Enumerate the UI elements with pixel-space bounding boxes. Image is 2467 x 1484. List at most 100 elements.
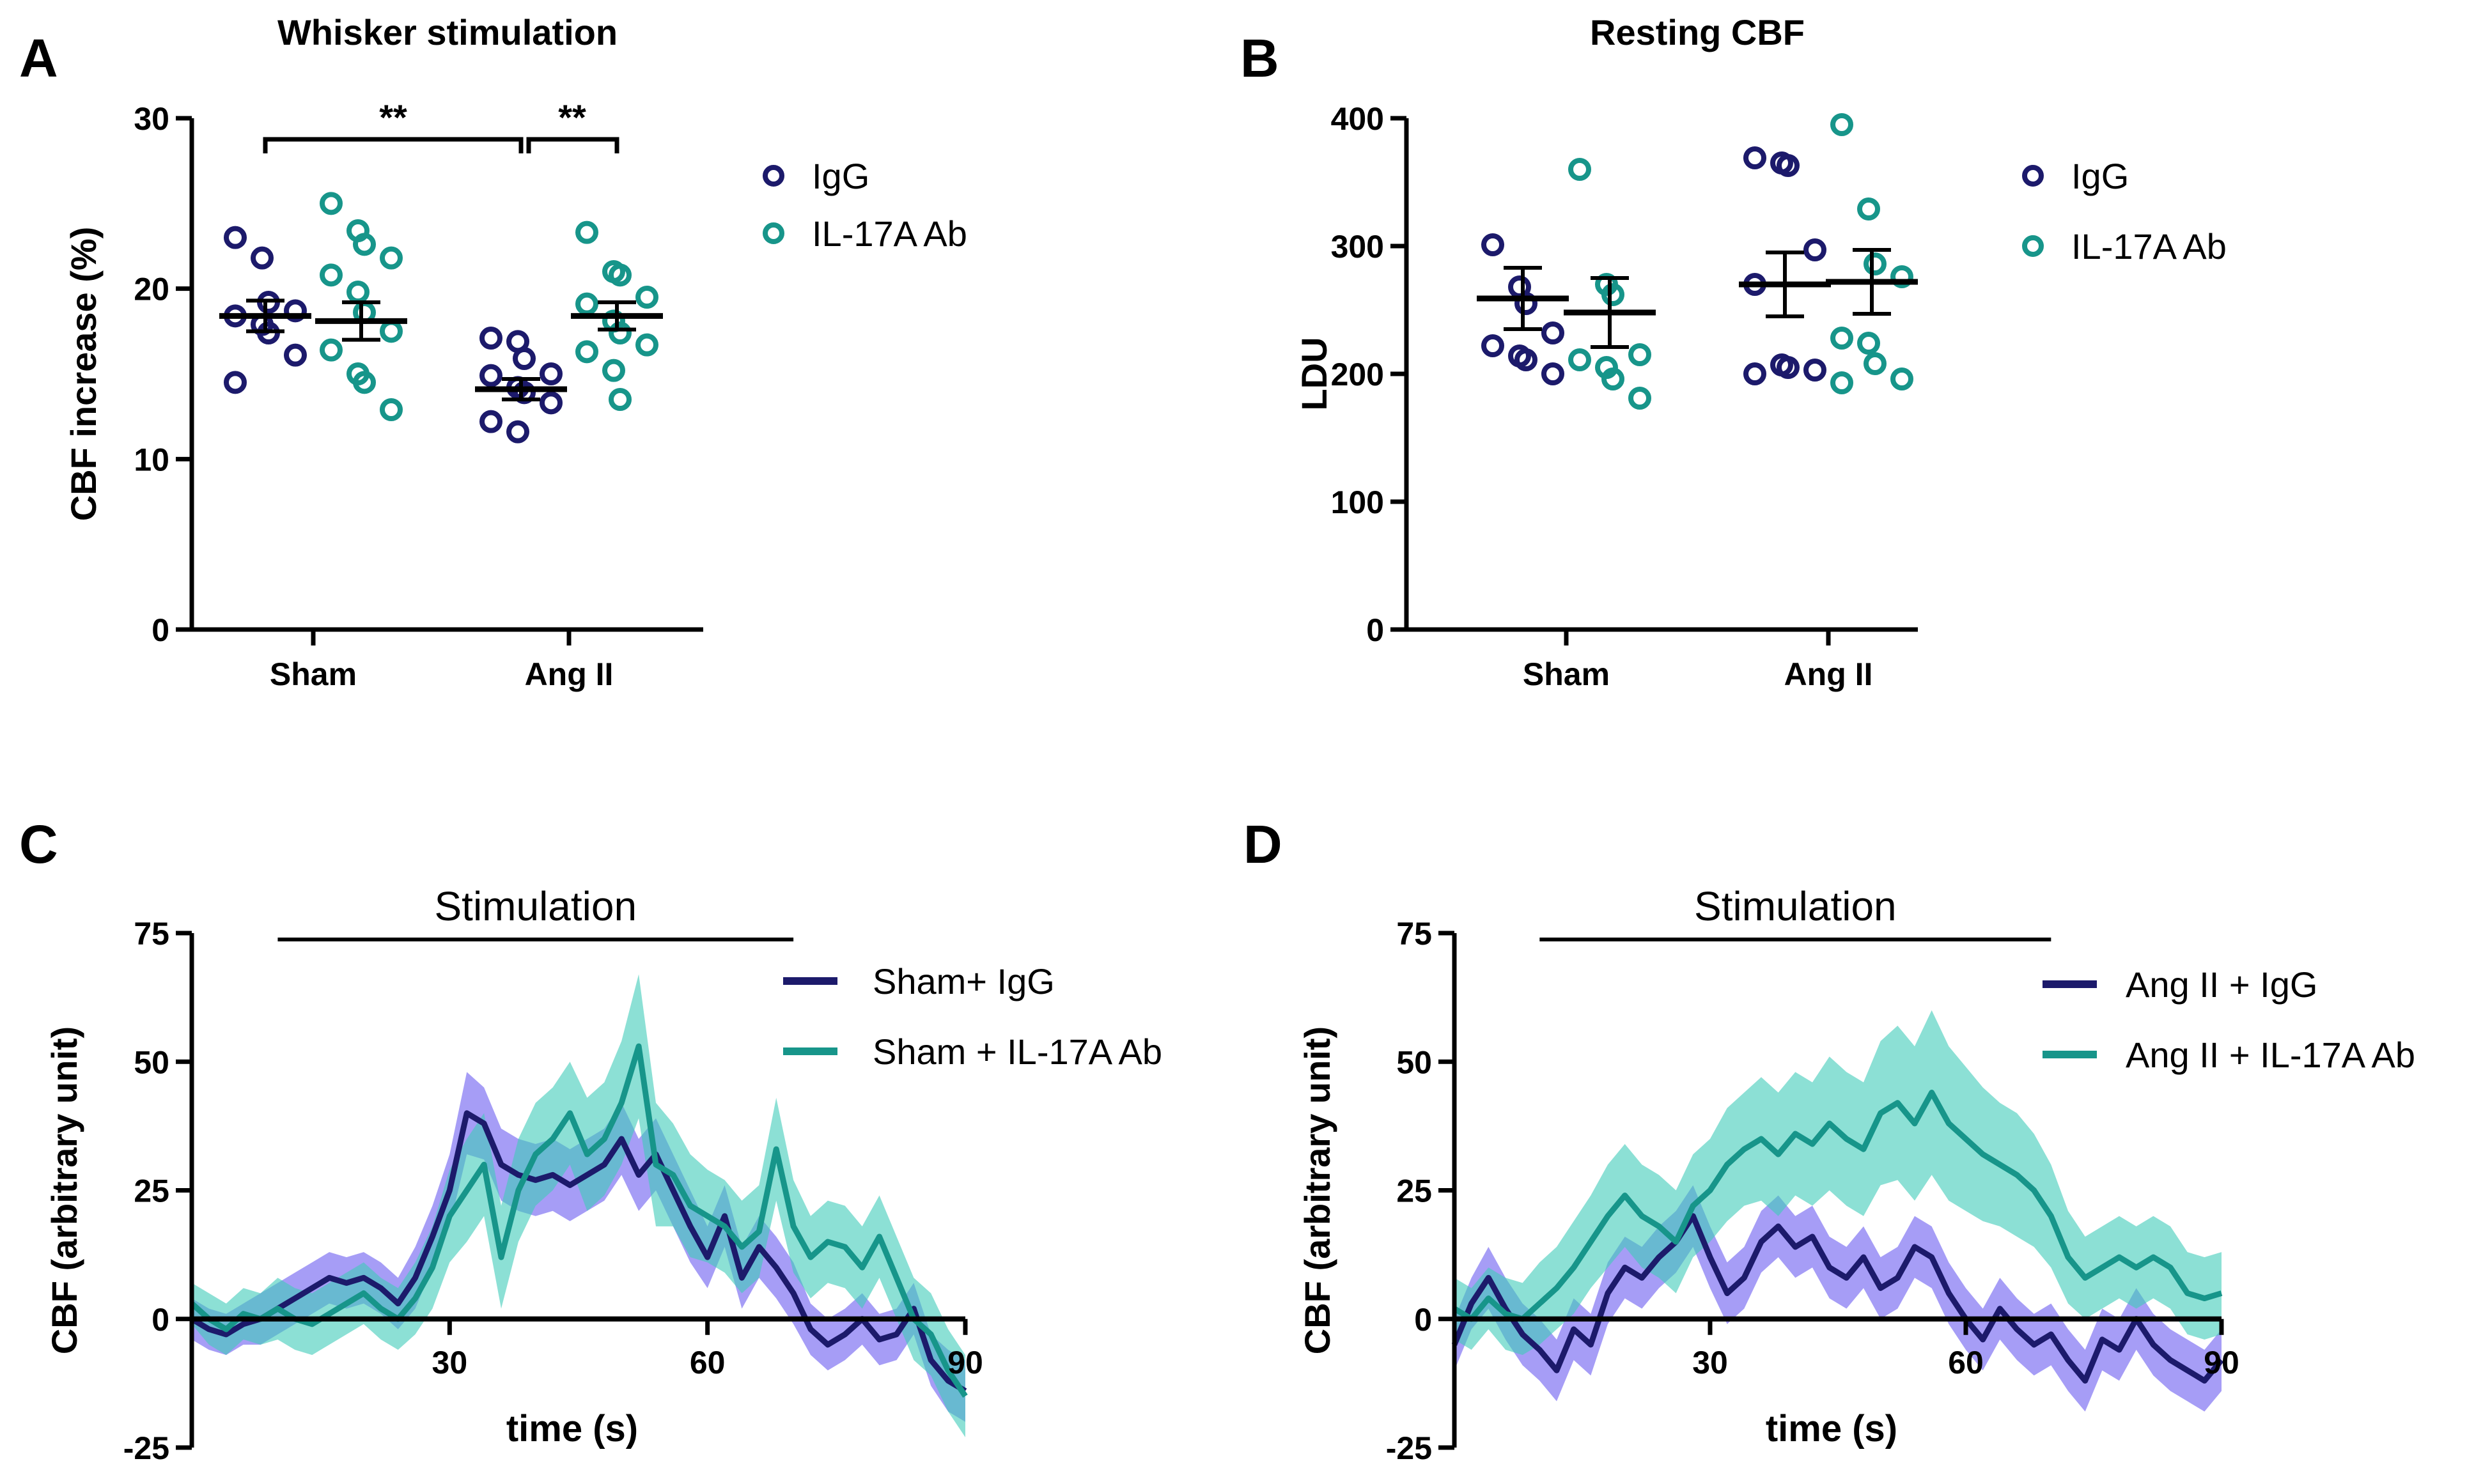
data-point-il17a — [346, 281, 370, 304]
data-point-igg — [1514, 348, 1537, 371]
x-axis-label: time (s) — [1766, 1408, 1897, 1449]
x-tick-label: 90 — [947, 1345, 983, 1380]
series-line-il17a — [1452, 1090, 2223, 1322]
data-point-igg — [479, 327, 502, 350]
data-point-il17a — [1568, 348, 1591, 371]
legend-label: Sham + IL-17A Ab — [873, 1032, 1162, 1072]
data-point-il17a — [380, 398, 403, 421]
panel-label: C — [19, 814, 58, 874]
panel-label: A — [19, 28, 58, 88]
data-point-igg — [224, 371, 247, 394]
legend-label: IgG — [812, 156, 869, 196]
legend-label: IL-17A Ab — [2071, 226, 2227, 267]
y-tick-label: -25 — [123, 1430, 169, 1466]
data-point-il17a — [320, 263, 343, 287]
legend-label: IgG — [2071, 156, 2129, 196]
data-point-il17a — [575, 220, 598, 244]
data-point-igg — [251, 246, 274, 270]
legend-marker — [2022, 165, 2044, 187]
data-point-il17a — [1864, 252, 1887, 275]
stimulation-label: Stimulation — [1694, 883, 1897, 929]
panel-label: B — [1240, 28, 1279, 88]
y-tick-label: 200 — [1331, 357, 1384, 392]
significance-label: ** — [558, 97, 586, 137]
data-point-igg — [1541, 362, 1564, 385]
data-point-igg — [479, 364, 502, 387]
significance-bracket — [263, 137, 524, 153]
data-point-il17a — [353, 371, 376, 394]
legend-label: Sham+ IgG — [873, 961, 1055, 1001]
data-point-il17a — [1601, 367, 1624, 390]
y-tick-label: 10 — [134, 442, 169, 477]
y-tick-label: 300 — [1331, 229, 1384, 265]
panel-c: C -25 0 25 50 75 30 60 90 time (s) CBF (arbitrary … — [19, 814, 1162, 1466]
y-tick-label: 0 — [1414, 1302, 1432, 1338]
legend-label: IL-17A Ab — [812, 213, 967, 254]
legend-marker — [763, 222, 784, 244]
data-point-il17a — [353, 233, 376, 256]
data-point-igg — [540, 391, 563, 415]
legend-marker — [2022, 235, 2044, 257]
x-tick-label: Sham — [1523, 656, 1610, 692]
data-point-il17a — [380, 320, 403, 343]
data-point-il17a — [320, 338, 343, 362]
data-point-il17a — [1628, 387, 1651, 410]
data-point-igg — [1777, 154, 1800, 177]
y-tick-label: 0 — [152, 612, 169, 648]
y-axis-label: CBF (arbitrary unit) — [1297, 1026, 1337, 1354]
legend-label: Ang II + IL-17A Ab — [2126, 1035, 2415, 1075]
data-point-il17a — [1830, 113, 1853, 136]
data-point-il17a — [635, 286, 658, 309]
data-point-igg — [1541, 321, 1564, 344]
data-point-igg — [1743, 362, 1766, 385]
y-tick-label: -25 — [1386, 1430, 1432, 1466]
data-point-igg — [1481, 334, 1504, 357]
y-tick-label: 25 — [1396, 1173, 1432, 1209]
data-point-igg — [1803, 238, 1826, 261]
significance-bracket — [526, 137, 619, 153]
x-tick-label: Ang II — [1784, 656, 1873, 692]
y-tick-label: 75 — [1396, 916, 1432, 952]
panel-label: D — [1243, 814, 1282, 874]
x-tick-label: Sham — [270, 656, 357, 692]
data-point-igg — [513, 381, 536, 405]
x-tick-label: Ang II — [525, 656, 614, 692]
x-tick-label: 60 — [1948, 1345, 1984, 1380]
y-tick-label: 0 — [1366, 612, 1384, 648]
data-point-igg — [479, 410, 502, 433]
data-point-igg — [1777, 356, 1800, 379]
data-point-igg — [224, 226, 247, 249]
stimulation-label: Stimulation — [434, 883, 637, 929]
data-point-il17a — [609, 321, 632, 344]
significance-label: ** — [379, 97, 407, 137]
x-axis-label: time (s) — [506, 1408, 638, 1449]
chart-title: Whisker stimulation — [277, 12, 618, 52]
chart-title: Resting CBF — [1590, 12, 1805, 52]
x-tick-label: 30 — [1692, 1345, 1728, 1380]
data-point-il17a — [1628, 343, 1651, 366]
data-point-il17a — [575, 292, 598, 316]
y-tick-label: 50 — [1396, 1044, 1432, 1080]
data-point-igg — [1514, 292, 1537, 315]
data-point-il17a — [1568, 158, 1591, 181]
data-point-il17a — [380, 246, 403, 270]
data-point-il17a — [635, 333, 658, 357]
data-point-igg — [1743, 146, 1766, 169]
series-line-igg — [1451, 1213, 2224, 1384]
data-point-il17a — [575, 340, 598, 364]
y-axis-label: CBF (arbitrary unit) — [44, 1026, 84, 1354]
y-tick-label: 25 — [134, 1173, 169, 1209]
sem-band-il17a — [192, 974, 965, 1437]
data-point-il17a — [320, 192, 343, 215]
panel-d: D -25 0 25 50 75 30 60 90 time (s) CBF (arbitrary … — [1243, 814, 2415, 1466]
data-point-igg — [513, 347, 536, 370]
data-point-il17a — [1601, 283, 1624, 306]
x-tick-label: 60 — [690, 1345, 726, 1380]
data-point-igg — [506, 420, 529, 444]
data-point-il17a — [1830, 371, 1853, 394]
series-line-igg — [190, 1110, 967, 1394]
data-point-il17a — [609, 263, 632, 287]
data-point-il17a — [609, 388, 632, 411]
x-tick-label: 90 — [2204, 1345, 2239, 1380]
